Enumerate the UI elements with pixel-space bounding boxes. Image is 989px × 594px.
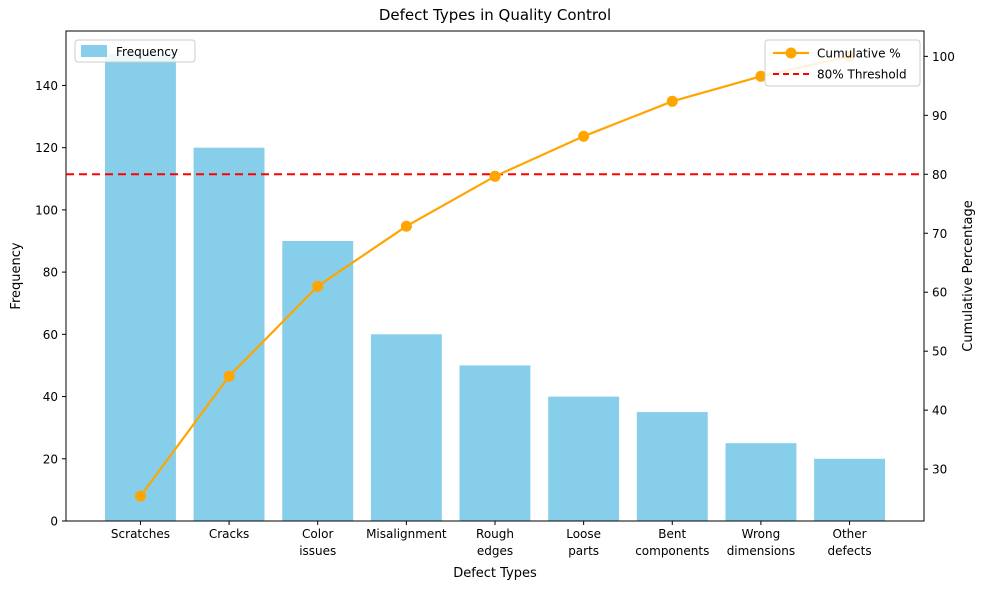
x-tick-label-cracks: Cracks bbox=[209, 527, 249, 541]
legend-cumulative-marker bbox=[785, 47, 797, 59]
bar-scratches bbox=[105, 54, 176, 522]
right-tick-label: 30 bbox=[932, 463, 947, 477]
right-tick-label: 60 bbox=[932, 286, 947, 300]
cumulative-point-wrong-dimensions bbox=[755, 70, 767, 82]
cumulative-point-misalignment bbox=[400, 220, 412, 232]
left-tick-label: 20 bbox=[43, 452, 58, 466]
cumulative-point-color-issues bbox=[312, 280, 324, 292]
bar-cracks bbox=[193, 147, 265, 521]
legend-frequency-swatch bbox=[81, 45, 107, 57]
cumulative-point-bent-components bbox=[666, 95, 678, 107]
right-tick-label: 90 bbox=[932, 109, 947, 123]
cumulative-point-scratches bbox=[135, 490, 146, 502]
legend-frequency: Frequency bbox=[74, 39, 196, 63]
x-tick-label-color-issues: Color issues bbox=[299, 527, 336, 558]
bar-loose-parts bbox=[548, 396, 620, 521]
left-tick-label: 100 bbox=[35, 203, 58, 217]
right-tick-label: 40 bbox=[932, 404, 947, 418]
x-tick-label-rough-edges: Rough edges bbox=[476, 527, 514, 558]
right-tick-label: 80 bbox=[932, 168, 947, 182]
cumulative-point-cracks bbox=[223, 370, 235, 382]
x-tick-label-misalignment: Misalignment bbox=[366, 527, 447, 541]
left-tick-label: 0 bbox=[50, 515, 58, 529]
x-tick-label-other-defects: Other defects bbox=[827, 527, 871, 558]
right-tick-label: 50 bbox=[932, 345, 947, 359]
y-axis-label: Frequency bbox=[9, 242, 24, 309]
chart-title: Defect Types in Quality Control bbox=[379, 6, 611, 24]
bar-wrong-dimensions bbox=[725, 443, 797, 521]
x-tick-label-wrong-dimensions: Wrong dimensions bbox=[727, 527, 795, 558]
cumulative-point-loose-parts bbox=[578, 130, 590, 142]
bar-bent-components bbox=[636, 412, 708, 521]
x-tick-label-loose-parts: Loose parts bbox=[566, 527, 601, 558]
x-tick-label-bent-components: Bent components bbox=[635, 527, 709, 558]
y2-axis-label: Cumulative Percentage bbox=[961, 200, 976, 351]
bar-rough-edges bbox=[459, 365, 531, 521]
bar-other-defects bbox=[814, 458, 885, 521]
legend-threshold-label: 80% Threshold bbox=[817, 68, 907, 82]
right-tick-label: 70 bbox=[932, 227, 947, 241]
bar-misalignment bbox=[370, 334, 442, 521]
left-tick-label: 60 bbox=[43, 328, 58, 342]
left-tick-label: 140 bbox=[35, 79, 58, 93]
legend-cumulative: Cumulative % 80% Threshold bbox=[764, 39, 921, 87]
x-axis-label: Defect Types bbox=[453, 566, 537, 581]
right-tick-label: 100 bbox=[932, 50, 955, 64]
x-tick-label-scratches: Scratches bbox=[111, 527, 170, 541]
cumulative-point-rough-edges bbox=[489, 170, 501, 182]
left-tick-label: 40 bbox=[43, 390, 58, 404]
legend-cumulative-label: Cumulative % bbox=[817, 47, 901, 61]
left-tick-label: 120 bbox=[35, 141, 58, 155]
left-tick-label: 80 bbox=[43, 266, 58, 280]
legend-frequency-label: Frequency bbox=[116, 45, 178, 59]
